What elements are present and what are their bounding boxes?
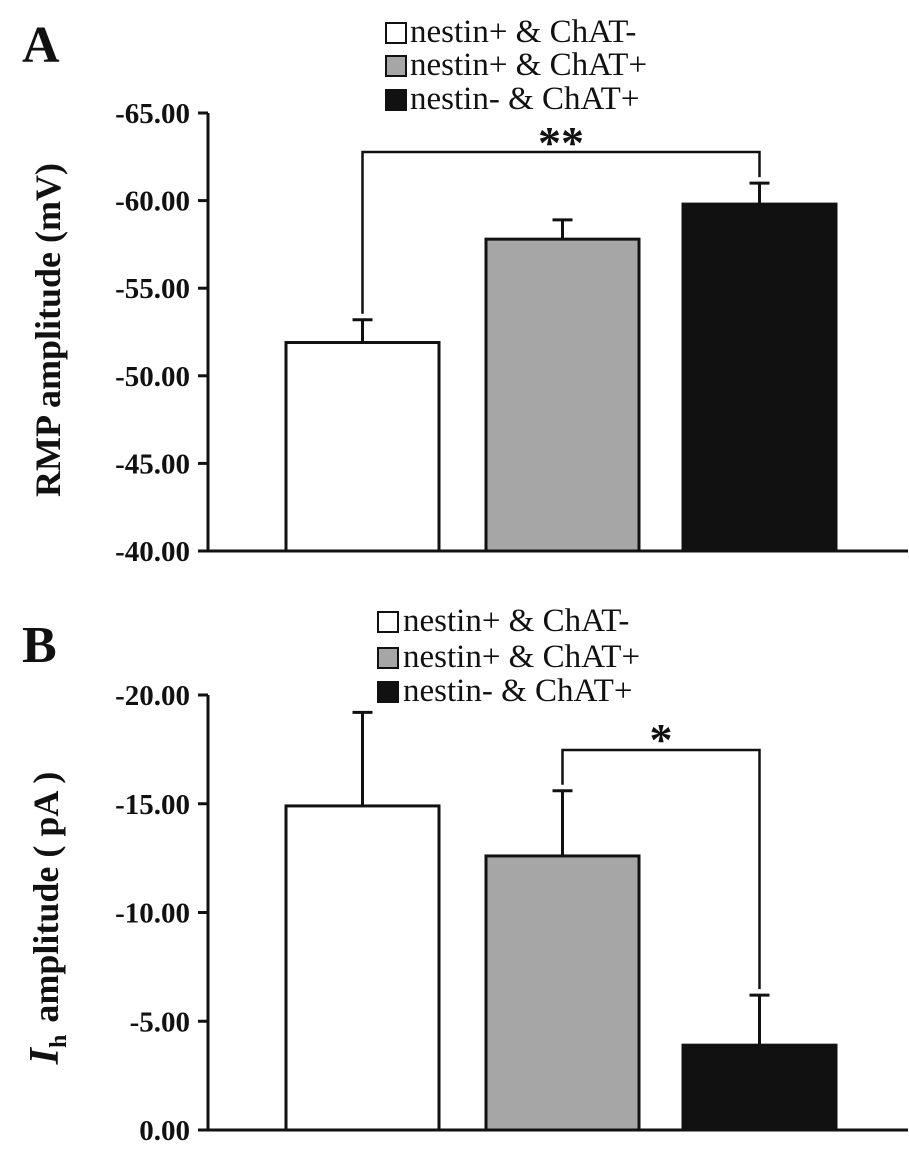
y-tick-label: -60.00 (115, 186, 190, 218)
panel-a-plot: -40.00 -45.00 -50.00 -55.00 -60.00 -65.00 ** (115, 98, 908, 568)
significance-bracket (561, 748, 761, 990)
legend-label-nestin-pos-chat-neg: nestin+ & ChAT- (410, 14, 636, 50)
y-label-subscript: h (46, 1035, 72, 1048)
bar (284, 804, 441, 1132)
panel-a: A RMP amplitude (mV) nestin+ & ChAT- nes… (22, 14, 908, 568)
panel-b-y-axis-label: Ih amplitude ( pA ) (22, 772, 72, 1066)
legend-label-nestin-neg-chat-pos: nestin- & ChAT+ (410, 81, 639, 117)
y-label-rest: amplitude ( pA ) (26, 772, 66, 1023)
panel-b: B Ih amplitude ( pA ) nestin+ & ChAT- nes… (22, 603, 908, 1147)
svg-text:Ihamplitude ( pA ): Ih amplitude ( pA ) (22, 772, 72, 1066)
y-tick-label: -40.00 (115, 536, 190, 568)
y-tick-label: -20.00 (115, 680, 190, 712)
legend-label-nestin-neg-chat-pos: nestin- & ChAT+ (403, 673, 632, 709)
legend-swatch-nestin-pos-chat-neg (385, 22, 407, 44)
panel-a-legend: nestin+ & ChAT- nestin+ & ChAT+ nestin- … (385, 14, 647, 117)
panel-b-legend: nestin+ & ChAT- nestin+ & ChAT+ nestin- … (377, 603, 640, 709)
legend-label-nestin-pos-chat-pos: nestin+ & ChAT+ (410, 47, 647, 83)
y-tick-label: -10.00 (115, 898, 190, 930)
panel-b-plot: 0.00 -5.00 -10.00 -15.00 -20.00 * (115, 680, 908, 1147)
y-tick-label: -55.00 (115, 273, 190, 305)
y-tick-label: -65.00 (115, 98, 190, 130)
y-tick-label: 0.00 (139, 1115, 190, 1147)
y-label-italic: I (22, 1046, 68, 1065)
y-tick-label: -45.00 (115, 448, 190, 480)
legend-label-nestin-pos-chat-pos: nestin+ & ChAT+ (403, 639, 640, 675)
y-tick-label: -15.00 (115, 789, 190, 821)
legend-swatch-nestin-neg-chat-pos (385, 89, 407, 111)
y-tick-label: -50.00 (115, 361, 190, 393)
legend-swatch-nestin-pos-chat-pos (377, 647, 399, 669)
y-tick-label: -5.00 (130, 1006, 190, 1038)
bar (484, 237, 641, 553)
legend-swatch-nestin-pos-chat-neg (377, 611, 399, 633)
legend-label-nestin-pos-chat-neg: nestin+ & ChAT- (403, 603, 629, 639)
panel-b-label: B (22, 617, 57, 674)
bar (284, 341, 441, 553)
significance-marker: * (650, 714, 673, 765)
bar (484, 854, 641, 1132)
bar (681, 1043, 838, 1132)
legend-swatch-nestin-pos-chat-pos (385, 55, 407, 77)
legend-swatch-nestin-neg-chat-pos (377, 681, 399, 703)
significance-marker: ** (538, 117, 584, 168)
panel-a-y-axis-label: RMP amplitude (mV) (28, 163, 68, 497)
panel-a-label: A (22, 17, 60, 74)
bar (681, 202, 838, 553)
significance-bracket (361, 150, 761, 314)
